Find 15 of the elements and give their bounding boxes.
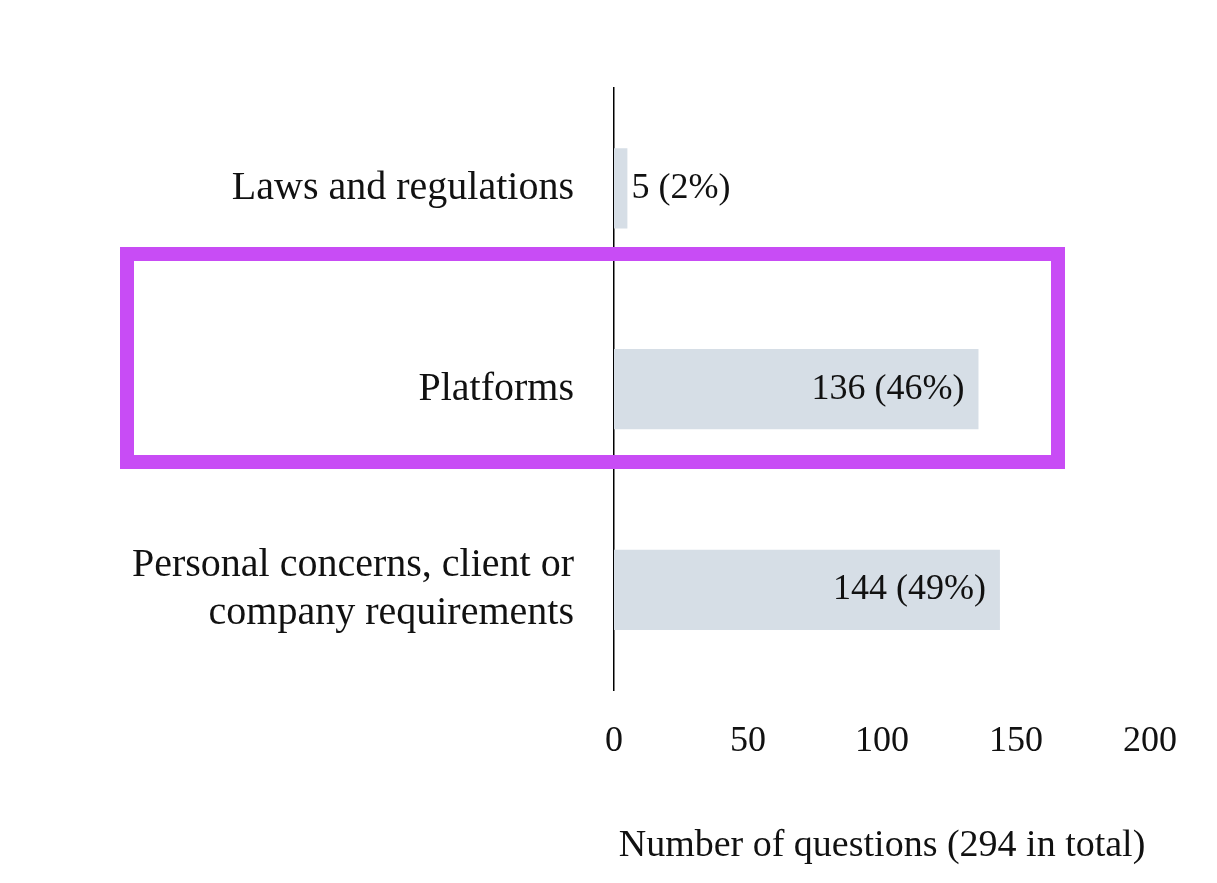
bar [614,549,1000,630]
y-tick-label: Personal concerns, client or company requirements [131,540,574,634]
y-tick-label: Laws and regulations [231,162,574,208]
bar [614,148,628,229]
data-label: 144 (49%) [832,567,986,608]
x-tick-label: 50 [730,719,766,760]
x-tick-label: 100 [855,719,909,760]
x-axis-title: Number of questions (294 in total) [618,822,1146,866]
bar [614,348,979,430]
data-label: 5 (2%) [631,165,731,206]
x-tick-label: 0 [605,719,623,760]
x-tick-label: 150 [989,719,1043,760]
data-label: 136 (46%) [811,366,965,407]
x-tick-label: 200 [1123,719,1177,760]
y-tick-label: Platforms [418,363,574,409]
